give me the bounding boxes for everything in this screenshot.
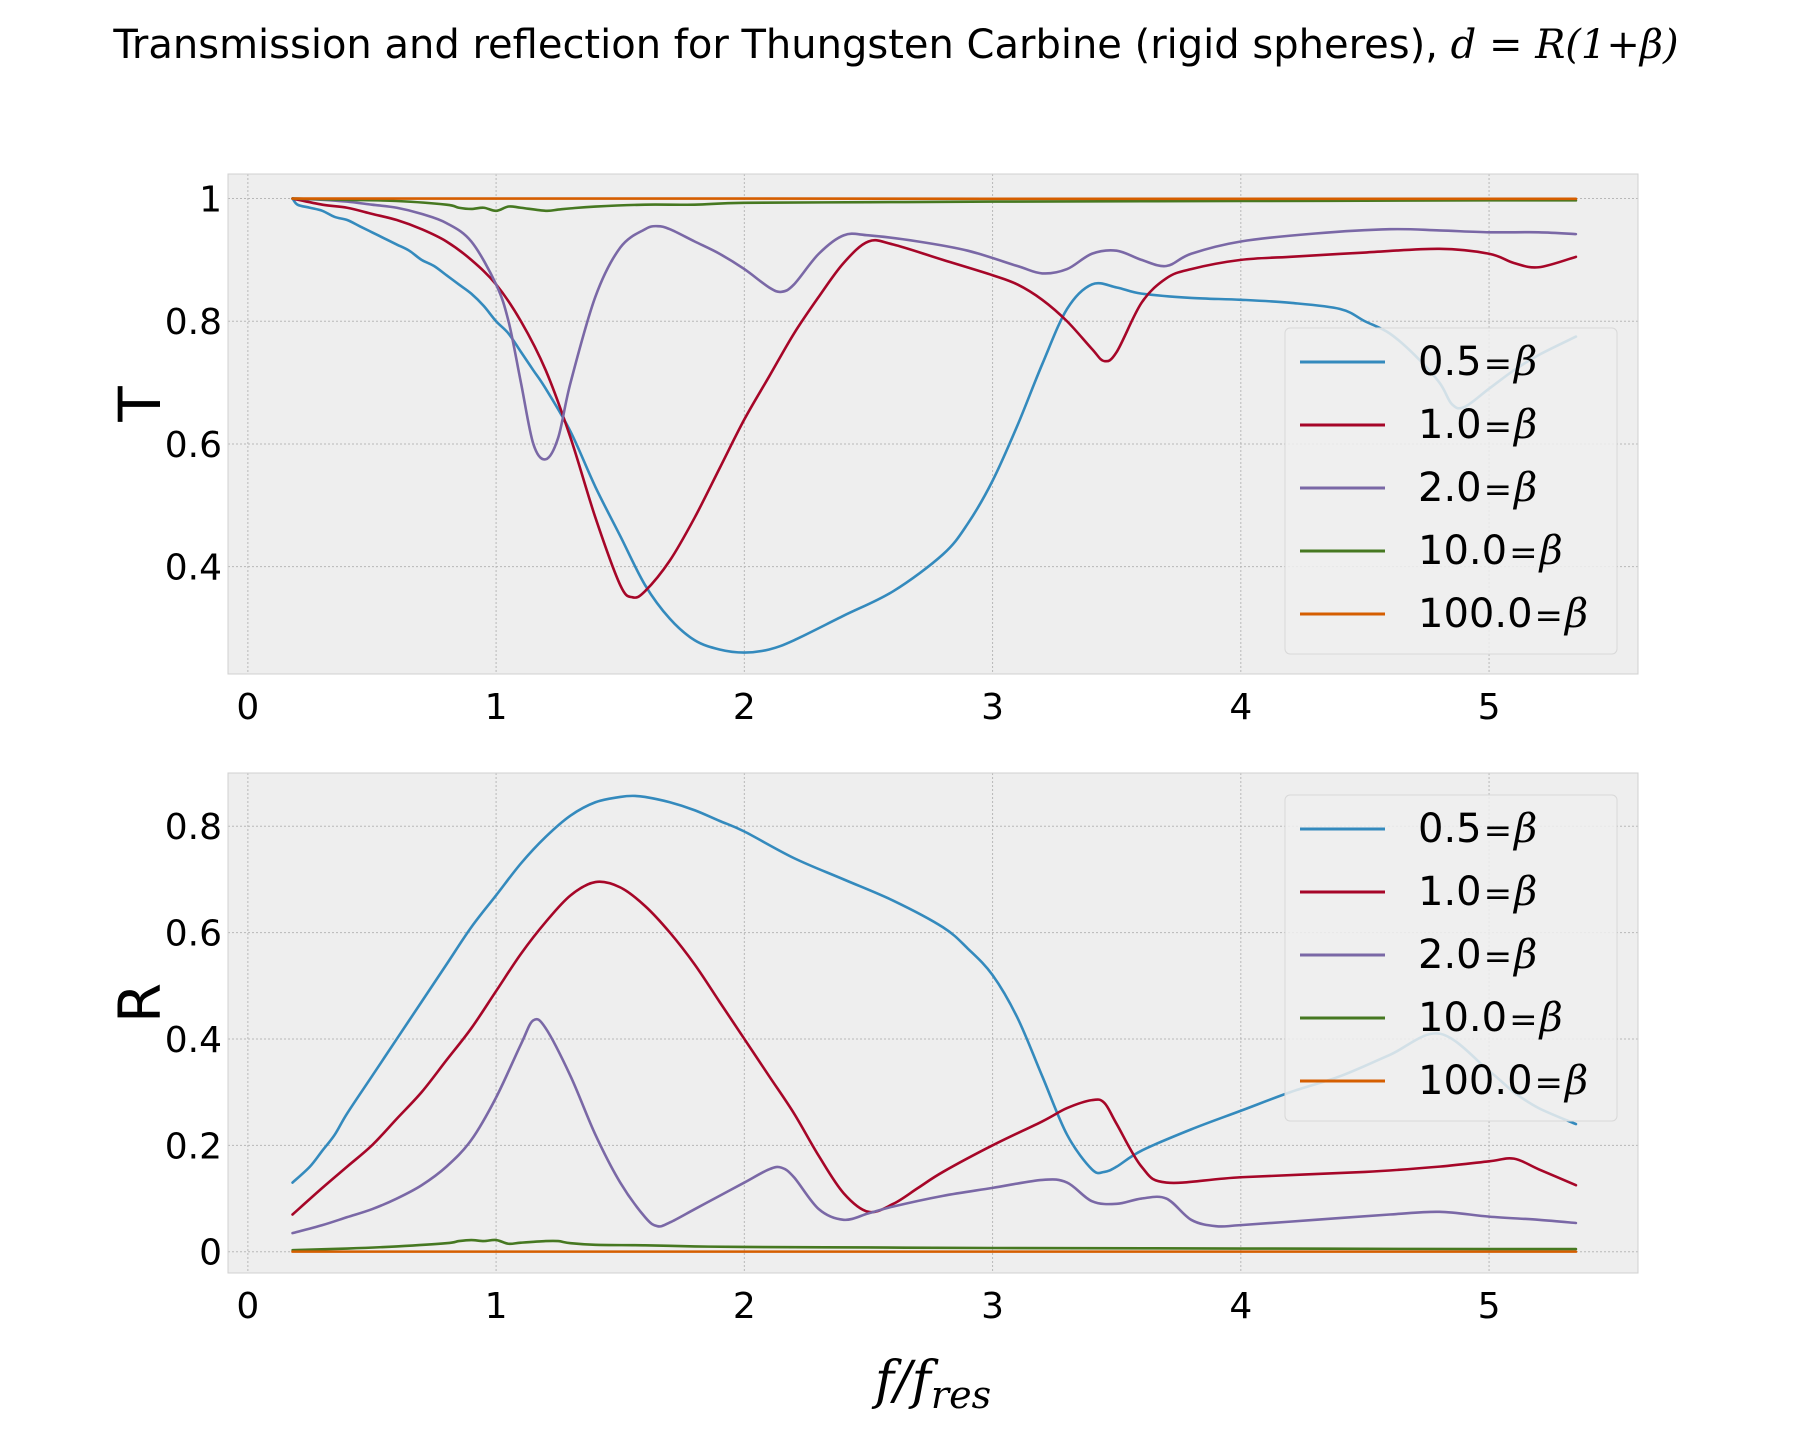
series-line-0 <box>291 197 1578 654</box>
plot-frame <box>227 772 1639 1274</box>
legend-label: 1.0=β <box>1418 402 1537 448</box>
series-line-3 <box>291 197 1578 213</box>
figure-title-math: d = R(1+β) <box>1451 22 1679 68</box>
x-tick-label: 4 <box>1229 687 1252 728</box>
x-tick-label: 2 <box>733 1286 756 1327</box>
legend-label: 2.0=β <box>1418 465 1537 511</box>
y-tick-label: 0.2 <box>165 1126 222 1167</box>
legend-label: 2.0=β <box>1418 932 1537 978</box>
y-axis-label: T <box>106 386 174 423</box>
y-tick-label: 0 <box>199 1233 222 1274</box>
legend-label: 10.0=β <box>1418 995 1563 1041</box>
legend-label: 100.0=β <box>1418 591 1588 637</box>
series-line-2 <box>291 1017 1578 1235</box>
y-axis-label: R <box>106 983 174 1023</box>
legend-label: 1.0=β <box>1418 869 1537 915</box>
figure-title-text: Transmission and reflection for Thungste… <box>112 22 1450 68</box>
series-lines <box>291 197 1578 654</box>
legend: 0.5=β 1.0=β 2.0=β 10.0=β 100.0=β <box>1284 794 1618 1122</box>
series-line-0 <box>291 794 1578 1184</box>
series-lines <box>291 794 1578 1253</box>
x-tick-label: 3 <box>981 1286 1004 1327</box>
legend-box <box>1284 327 1618 655</box>
x-tick-label: 5 <box>1478 687 1501 728</box>
subplot-reflection: 0 1 2 3 4 5 0 0.2 0.4 0.6 0.8 Rf/fres 0.5=β 1.0=β 2.0=… <box>106 772 1639 1417</box>
x-tick-label: 4 <box>1229 1286 1252 1327</box>
y-tick-label: 0.8 <box>165 807 222 848</box>
legend: 0.5=β 1.0=β 2.0=β 10.0=β 100.0=β <box>1284 327 1618 655</box>
y-tick-label: 0.6 <box>165 425 222 466</box>
legend-label: 0.5=β <box>1418 806 1537 852</box>
legend-label: 100.0=β <box>1418 1058 1588 1104</box>
legend-label: 10.0=β <box>1418 528 1563 574</box>
x-tick-label: 1 <box>485 1286 508 1327</box>
x-tick-label: 5 <box>1478 1286 1501 1327</box>
x-tick-label: 2 <box>733 687 756 728</box>
x-tick-label: 0 <box>236 687 259 728</box>
legend-label: 0.5=β <box>1418 339 1537 385</box>
series-line-3 <box>291 1238 1578 1252</box>
y-tick-label: 1 <box>199 180 222 221</box>
x-tick-label: 0 <box>236 1286 259 1327</box>
x-tick-label: 1 <box>485 687 508 728</box>
y-tick-label: 0.4 <box>165 1020 222 1061</box>
subplot-transmission: 0 1 2 3 4 5 0.4 0.6 0.8 1 T 0.5=β 1.0=β 2.0=β 10.0=β 10… <box>106 173 1639 728</box>
y-tick-label: 0.4 <box>165 548 222 589</box>
y-tick-label: 0.8 <box>165 302 222 343</box>
series-line-1 <box>291 197 1578 599</box>
series-line-1 <box>291 880 1578 1216</box>
series-line-2 <box>291 197 1578 461</box>
y-tick-label: 0.6 <box>165 914 222 955</box>
legend-box <box>1284 794 1618 1122</box>
x-tick-label: 3 <box>981 687 1004 728</box>
plot-frame <box>227 173 1639 675</box>
x-axis-label: f/fres <box>871 1351 991 1417</box>
figure-title: Transmission and reflection for Thungste… <box>112 22 1678 68</box>
